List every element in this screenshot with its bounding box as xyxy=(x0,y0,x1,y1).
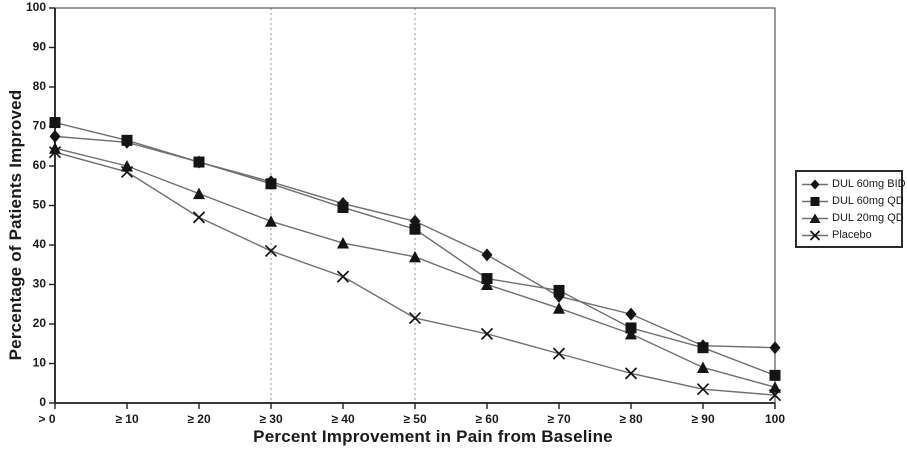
x-marker-icon xyxy=(336,270,350,283)
diamond-marker-icon xyxy=(769,341,781,355)
diamond-marker-icon xyxy=(625,307,637,321)
legend-label: DUL 20mg QD xyxy=(832,212,904,224)
x-marker-icon xyxy=(48,146,62,159)
square-marker-icon xyxy=(409,223,421,235)
x-marker-icon xyxy=(768,388,782,402)
legend-label: Placebo xyxy=(832,229,872,241)
diamond-marker-icon xyxy=(49,129,61,143)
x-axis-title: Percent Improvement in Pain from Baselin… xyxy=(253,427,613,446)
legend-item-dul-60mg-bid: DUL 60mg BID xyxy=(801,176,906,192)
x-tick-label: ≥ 40 xyxy=(331,412,355,426)
x-tick-label: > 0 xyxy=(38,412,55,426)
legend-label: DUL 60mg QD xyxy=(832,195,904,207)
x-marker-icon xyxy=(120,165,134,179)
triangle-marker-icon xyxy=(802,213,828,223)
x-tick-label: ≥ 30 xyxy=(259,412,283,426)
triangle-marker-icon xyxy=(625,327,637,340)
y-tick-label: 30 xyxy=(33,277,47,291)
legend: DUL 60mg BID DUL 60mg QD DUL 20mg QD Pla… xyxy=(795,170,906,248)
square-marker-icon xyxy=(697,342,709,354)
square-marker-icon xyxy=(49,117,61,129)
triangle-marker-icon xyxy=(337,237,349,249)
triangle-marker-icon xyxy=(553,302,565,314)
square-marker-icon xyxy=(802,196,828,206)
square-marker-icon xyxy=(121,134,133,146)
triangle-marker-icon xyxy=(409,250,421,263)
y-tick-label: 10 xyxy=(33,356,47,370)
y-tick-label: 90 xyxy=(33,40,47,54)
x-marker-icon xyxy=(624,367,638,380)
x-marker-icon xyxy=(552,347,566,360)
diamond-marker-icon xyxy=(481,248,493,262)
triangle-marker-icon xyxy=(697,361,709,373)
x-marker-icon xyxy=(802,229,828,241)
x-tick-label: 100 xyxy=(765,412,785,426)
x-tick-label: ≥ 90 xyxy=(691,412,715,426)
y-tick-label: 100 xyxy=(26,0,46,14)
legend-label: DUL 60mg BID xyxy=(832,178,906,190)
y-tick-label: 50 xyxy=(33,198,47,212)
triangle-marker-icon xyxy=(49,142,61,154)
x-tick-label: ≥ 60 xyxy=(475,412,499,426)
x-marker-icon xyxy=(408,311,422,325)
y-tick-label: 60 xyxy=(33,158,47,172)
y-tick-label: 20 xyxy=(33,316,47,330)
triangle-marker-icon xyxy=(481,278,493,290)
y-tick-label: 80 xyxy=(33,79,47,93)
square-marker-icon xyxy=(769,369,781,381)
triangle-marker-icon xyxy=(265,215,277,227)
x-tick-label: ≥ 10 xyxy=(115,412,139,426)
legend-item-placebo: Placebo xyxy=(801,227,897,243)
y-tick-label: 40 xyxy=(33,237,47,251)
triangle-marker-icon xyxy=(121,160,133,172)
square-marker-icon xyxy=(193,156,205,168)
x-tick-label: ≥ 50 xyxy=(403,412,427,426)
triangle-marker-icon xyxy=(193,187,205,200)
square-marker-icon xyxy=(553,284,565,296)
x-marker-icon xyxy=(480,327,494,340)
square-marker-icon xyxy=(265,178,277,190)
y-tick-label: 70 xyxy=(33,119,47,133)
x-marker-icon xyxy=(696,383,710,396)
x-tick-label: ≥ 70 xyxy=(547,412,571,426)
x-marker-icon xyxy=(192,211,206,224)
legend-item-dul-20mg-qd: DUL 20mg QD xyxy=(801,210,904,226)
diamond-marker-icon xyxy=(802,179,828,189)
x-marker-icon xyxy=(264,244,278,258)
legend-item-dul-60mg-qd: DUL 60mg QD xyxy=(801,193,904,209)
triangle-marker-icon xyxy=(769,381,781,393)
x-tick-label: ≥ 80 xyxy=(619,412,643,426)
y-tick-label: 0 xyxy=(39,395,46,409)
square-marker-icon xyxy=(337,201,349,213)
x-tick-label: ≥ 20 xyxy=(187,412,211,426)
